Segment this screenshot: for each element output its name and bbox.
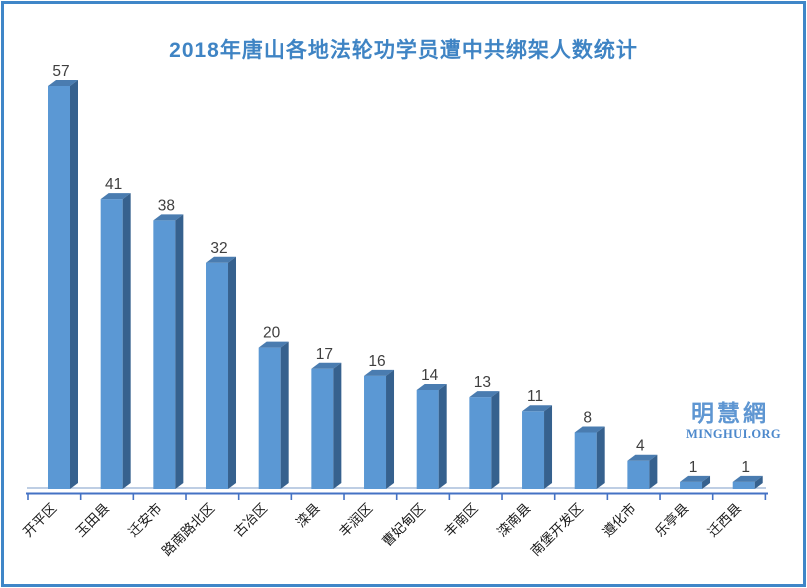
bar-value-label: 41 (105, 176, 122, 193)
bar-side-face (649, 454, 658, 489)
bar-side-face (228, 256, 237, 489)
bar-side-face (596, 426, 605, 489)
category-label: 曹妃甸区 (379, 501, 428, 550)
bar-top-face (258, 341, 289, 348)
bar-top-face (574, 426, 605, 433)
minghui-logo-latin: MINGHUI.ORG (686, 427, 782, 441)
bar-front-face (416, 390, 439, 489)
bar-value-label: 13 (474, 374, 491, 391)
bar-value-label: 1 (741, 459, 750, 476)
category-label: 路南路北区 (159, 501, 217, 559)
category-label: 乐亭县 (652, 500, 692, 540)
bar-value-label: 8 (583, 409, 592, 426)
bar-side-face (70, 80, 78, 489)
bar-value-label: 57 (52, 63, 69, 80)
chart-title: 2018年唐山各地法轮功学员遭中共绑架人数统计 (169, 39, 638, 62)
category-label: 遵化市 (599, 500, 639, 540)
bar-front-face (258, 347, 281, 489)
bar-front-face (522, 411, 545, 489)
minghui-watermark: 明慧網 MINGHUI.ORG (686, 400, 782, 441)
bar-front-face (574, 432, 597, 489)
bar-top-face (100, 193, 131, 200)
category-label: 滦南县 (494, 501, 533, 540)
bar-value-label: 20 (263, 325, 281, 342)
category-label: 南堡开发区 (528, 501, 586, 559)
category-label: 古冶区 (231, 501, 270, 540)
bar-top-face (627, 454, 658, 461)
bar-top-face (206, 256, 237, 263)
bar-top-face (732, 475, 763, 482)
minghui-logo-cjk: 明慧網 (691, 400, 769, 426)
category-label: 丰润区 (336, 501, 375, 540)
bar-value-label: 1 (689, 459, 698, 476)
bar-front-face (153, 220, 176, 490)
category-label: 滦县 (293, 501, 323, 531)
bar-top-face (311, 362, 342, 369)
bar-top-face (416, 384, 447, 391)
bar-front-face (100, 199, 123, 489)
bar-side-face (280, 341, 289, 489)
category-label: 玉田县 (73, 501, 112, 540)
bar-side-face (702, 475, 711, 489)
bar-top-face (48, 80, 78, 86)
category-label: 迁西县 (705, 501, 744, 540)
bar-front-face (48, 86, 70, 489)
bar-front-face (364, 375, 387, 489)
bar-front-face (732, 481, 755, 489)
bar-side-face (491, 391, 500, 489)
bar-value-label: 32 (210, 240, 227, 257)
category-label: 迁安市 (125, 500, 165, 540)
category-label: 丰南区 (442, 501, 481, 540)
bar-top-face (153, 214, 184, 221)
bar-top-face (469, 391, 500, 398)
bar-front-face (311, 368, 334, 489)
bar-top-face (364, 369, 395, 376)
bar-top-face (522, 405, 553, 412)
bar-front-face (680, 481, 703, 489)
bar-value-label: 4 (636, 438, 645, 455)
bar-top-face (680, 475, 711, 482)
bar-side-face (754, 475, 763, 489)
bar-front-face (627, 460, 650, 489)
bar-value-label: 17 (316, 346, 333, 363)
bar-side-face (386, 369, 395, 489)
bar-side-face (333, 362, 342, 489)
bar-value-label: 16 (368, 353, 385, 370)
bar-value-label: 38 (158, 197, 175, 214)
bar-front-face (206, 262, 229, 489)
bar-side-face (175, 214, 184, 490)
bar-value-label: 14 (421, 367, 439, 384)
bar-side-face (438, 384, 447, 489)
bar-side-face (544, 405, 553, 489)
bar-side-face (122, 193, 131, 489)
bar-value-label: 11 (527, 388, 543, 405)
category-label: 开平区 (20, 501, 59, 540)
bar-front-face (469, 397, 492, 489)
